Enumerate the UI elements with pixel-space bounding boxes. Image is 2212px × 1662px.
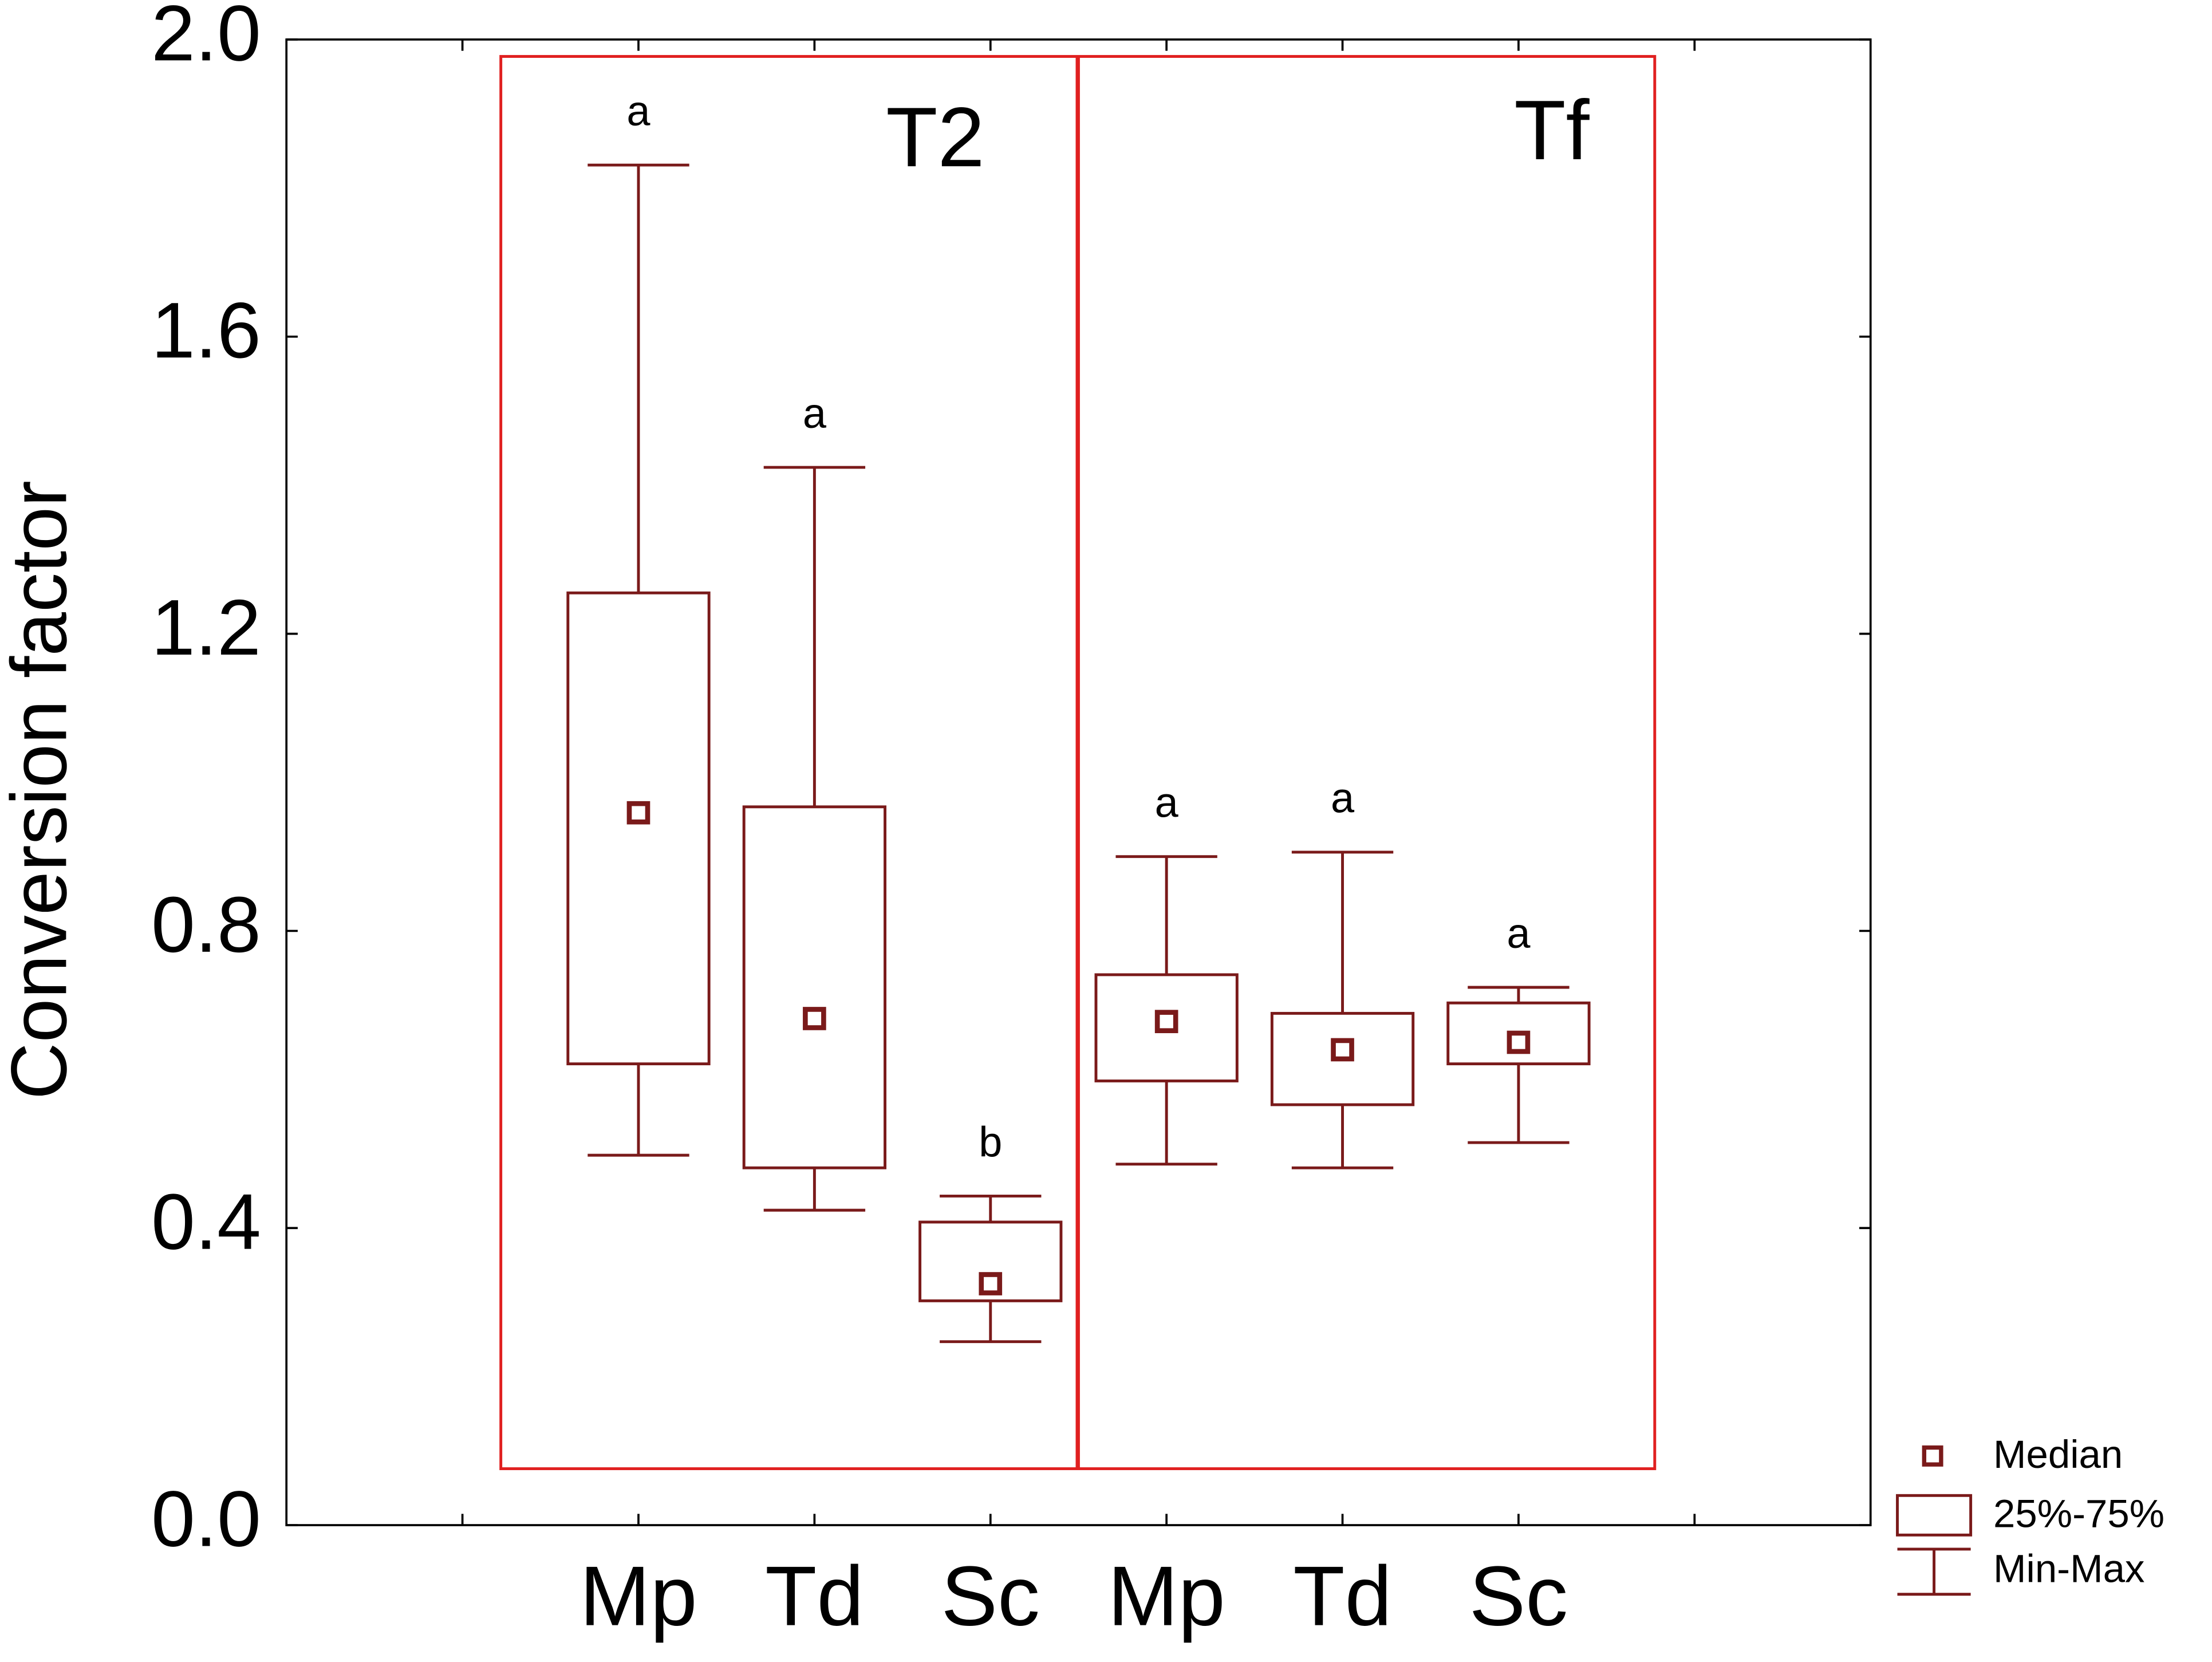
median-marker bbox=[1507, 1030, 1531, 1054]
x-tick-label: Sc bbox=[1469, 1549, 1568, 1644]
y-tick-label: 0.8 bbox=[151, 881, 261, 969]
box bbox=[742, 805, 887, 1169]
y-axis-label: Conversion factor bbox=[0, 481, 83, 1100]
significance-letter: a bbox=[1507, 909, 1531, 957]
median-marker bbox=[1331, 1038, 1354, 1062]
y-tick-label: 1.2 bbox=[151, 584, 261, 672]
median-marker bbox=[626, 801, 650, 825]
significance-letter: a bbox=[1331, 774, 1355, 822]
significance-letter: a bbox=[803, 389, 827, 437]
median-marker bbox=[803, 1007, 826, 1030]
box bbox=[1094, 973, 1239, 1082]
group-label: T2 bbox=[886, 90, 984, 184]
box bbox=[1446, 1001, 1591, 1066]
x-tick-label: Mp bbox=[579, 1549, 697, 1644]
significance-letter: a bbox=[626, 87, 650, 135]
y-tick-label: 0.0 bbox=[151, 1475, 261, 1563]
legend-label: Median bbox=[1993, 1432, 2123, 1476]
legend-box-symbol bbox=[1896, 1494, 1973, 1537]
x-tick-label: Sc bbox=[941, 1549, 1040, 1644]
y-tick-label: 1.6 bbox=[151, 286, 261, 375]
significance-letter: a bbox=[1155, 779, 1179, 826]
median-marker bbox=[979, 1272, 1003, 1295]
box bbox=[566, 591, 711, 1066]
x-tick-label: Td bbox=[1293, 1549, 1391, 1644]
x-tick-label: Mp bbox=[1107, 1549, 1225, 1644]
median-marker bbox=[1154, 1010, 1178, 1033]
significance-letter: b bbox=[979, 1118, 1002, 1165]
legend-label: 25%-75% bbox=[1993, 1491, 2164, 1535]
group-label: Tf bbox=[1514, 83, 1590, 178]
plot-frame bbox=[285, 38, 1872, 1526]
x-tick-label: Td bbox=[765, 1549, 863, 1644]
y-tick-label: 0.4 bbox=[151, 1178, 261, 1266]
legend-median-symbol bbox=[1922, 1445, 1943, 1467]
box bbox=[1270, 1011, 1415, 1106]
legend-label: Min-Max bbox=[1993, 1547, 2144, 1591]
y-tick-label: 2.0 bbox=[151, 0, 261, 77]
box bbox=[918, 1220, 1063, 1302]
